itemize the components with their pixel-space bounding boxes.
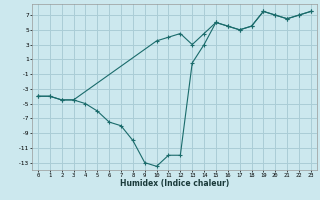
X-axis label: Humidex (Indice chaleur): Humidex (Indice chaleur) — [120, 179, 229, 188]
